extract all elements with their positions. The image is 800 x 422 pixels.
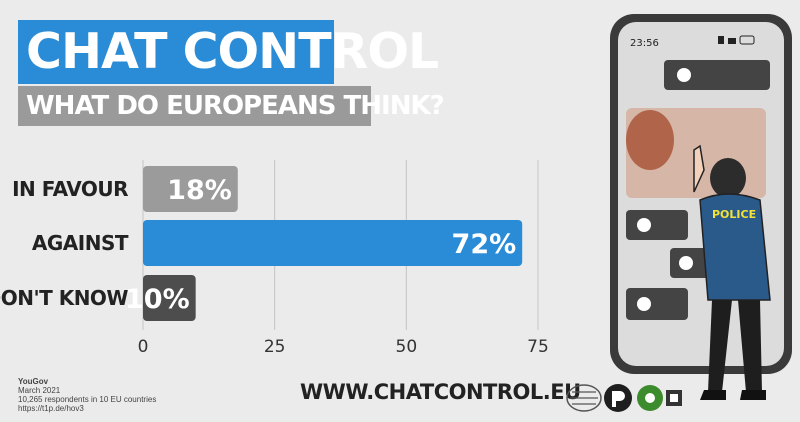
value-label: 10% bbox=[125, 284, 190, 315]
source-link[interactable]: https://t1p.de/hov3 bbox=[18, 404, 84, 413]
phone-illustration: 23:56 POLICE bbox=[610, 14, 792, 400]
title-background bbox=[18, 20, 334, 84]
party-logos bbox=[566, 384, 682, 412]
greens-logo bbox=[637, 385, 682, 411]
x-tick-label: 75 bbox=[527, 337, 549, 357]
pirate-logo bbox=[604, 384, 632, 412]
source-date: March 2021 bbox=[18, 386, 61, 395]
bar bbox=[143, 275, 196, 321]
source-note: YouGov March 2021 10,265 respondents in … bbox=[18, 377, 156, 413]
source-name: YouGov bbox=[18, 377, 49, 386]
police-label: POLICE bbox=[712, 208, 756, 221]
page-subtitle: WHAT DO EUROPEANS THINK? bbox=[26, 91, 445, 121]
source-sample: 10,265 respondents in 10 EU countries bbox=[18, 395, 157, 404]
chart-labels: 0 25 50 75 IN FAVOUR 18% AGAINST 72% DON'T KNOW1… bbox=[0, 175, 549, 357]
chart-bars bbox=[143, 166, 523, 321]
subtitle-background bbox=[18, 86, 371, 126]
value-label: 72% bbox=[452, 229, 517, 260]
x-tick-label: 50 bbox=[396, 337, 418, 357]
category-label: AGAINST bbox=[32, 231, 129, 255]
value-label: 18% bbox=[167, 175, 232, 206]
bar bbox=[143, 166, 238, 212]
phone-time: 23:56 bbox=[630, 38, 659, 49]
bar bbox=[143, 220, 523, 266]
x-tick-label: 25 bbox=[264, 337, 286, 357]
police-officer: POLICE bbox=[693, 144, 771, 400]
category-label: DON'T KNOW bbox=[0, 286, 128, 310]
parliament-logo bbox=[566, 384, 602, 412]
website-link[interactable]: WWW.CHATCONTROL.EU bbox=[300, 380, 581, 404]
category-label: IN FAVOUR bbox=[12, 177, 128, 201]
x-tick-label: 0 bbox=[138, 337, 149, 357]
page-title: CHAT CONTROL bbox=[26, 23, 439, 80]
